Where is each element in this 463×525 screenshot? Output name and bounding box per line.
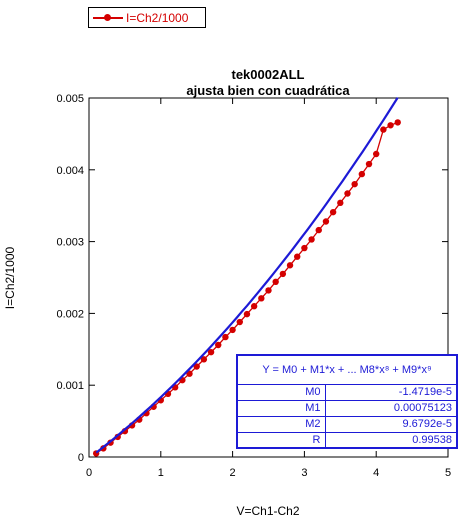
data-point (358, 170, 366, 178)
data-point (258, 295, 265, 302)
data-point (380, 126, 387, 133)
y-axis-label: I=Ch2/1000 (3, 246, 17, 309)
legend-label: I=Ch2/1000 (126, 11, 189, 25)
y-tick-label: 0.002 (56, 308, 84, 320)
data-point (351, 180, 358, 188)
data-point (229, 326, 236, 334)
data-point (329, 208, 337, 216)
x-tick-label: 3 (301, 467, 307, 479)
data-point (222, 333, 229, 341)
chart-title: tek0002ALL (232, 67, 305, 82)
data-point (387, 122, 394, 129)
fit-param-row: M2 9.6792e-5 (236, 415, 458, 433)
data-point (215, 341, 222, 349)
fit-param-row: R 0.99538 (236, 431, 458, 449)
y-tick-label: 0.003 (56, 237, 84, 249)
data-point (373, 150, 380, 158)
data-point (200, 356, 208, 363)
y-tick-label: 0.001 (56, 380, 84, 392)
x-tick-label: 5 (445, 467, 451, 479)
legend: I=Ch2/1000 (88, 7, 206, 28)
y-tick-label: 0.005 (56, 93, 84, 105)
legend-swatch-icon (93, 14, 123, 21)
fit-param-row: M0 -1.4719e-5 (236, 383, 458, 401)
data-point (186, 370, 193, 377)
y-tick-label: 0 (78, 452, 84, 464)
data-point (294, 253, 301, 260)
param-value: 0.99538 (324, 431, 458, 449)
fit-curve (95, 97, 399, 454)
fit-param-row: M1 0.00075123 (236, 399, 458, 417)
data-point (322, 218, 330, 225)
data-point (236, 318, 243, 326)
data-point (394, 119, 401, 126)
fit-equation-row: Y = M0 + M1*x + ... M8*x⁸ + M9*x⁹ (236, 354, 458, 385)
x-tick-label: 2 (230, 467, 236, 479)
data-point (365, 160, 373, 168)
param-name: M0 (236, 383, 326, 401)
param-value: 0.00075123 (324, 399, 458, 417)
param-name: M1 (236, 399, 326, 417)
x-tick-label: 0 (86, 467, 92, 479)
data-point (286, 262, 294, 269)
data-point (243, 310, 251, 318)
x-tick-label: 1 (158, 467, 164, 479)
data-point (308, 236, 315, 243)
data-point (301, 244, 308, 252)
data-point (272, 278, 279, 286)
param-value: 9.6792e-5 (324, 415, 458, 433)
param-name: R (236, 431, 326, 449)
y-tick-label: 0.004 (56, 165, 84, 177)
data-point (344, 190, 351, 197)
data-point (265, 287, 272, 294)
data-point (279, 270, 287, 278)
fit-equation: Y = M0 + M1*x + ... M8*x⁸ + M9*x⁹ (236, 354, 458, 385)
data-point (315, 226, 322, 234)
x-axis-label: V=Ch1-Ch2 (236, 504, 299, 518)
data-point (193, 363, 200, 370)
data-point (207, 348, 215, 356)
param-value: -1.4719e-5 (324, 383, 458, 401)
fit-results-table: Y = M0 + M1*x + ... M8*x⁸ + M9*x⁹ M0 -1.… (236, 354, 458, 449)
data-point (337, 199, 344, 207)
data-point (250, 303, 258, 310)
chart-subtitle: ajusta bien con cuadrática (186, 83, 350, 98)
param-name: M2 (236, 415, 326, 433)
x-tick-label: 4 (373, 467, 379, 479)
